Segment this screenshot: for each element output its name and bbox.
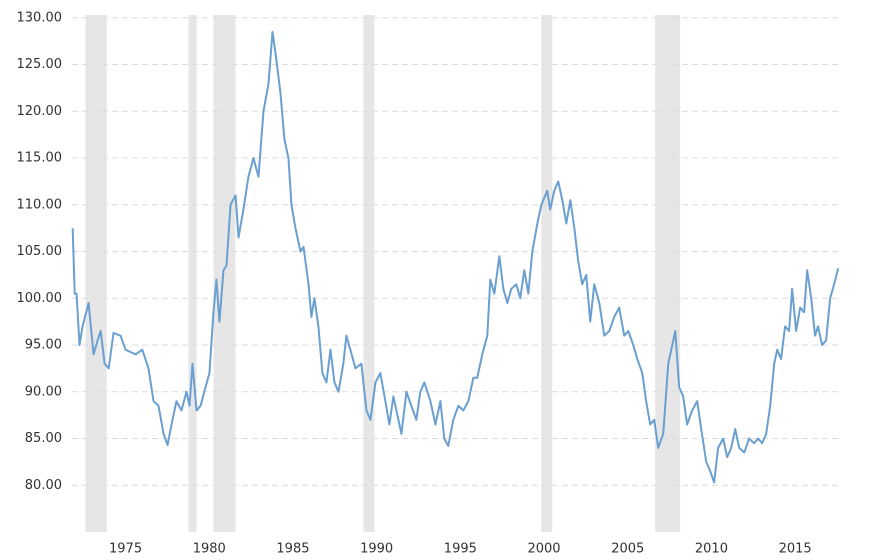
data-line — [71, 30, 840, 484]
y-tick-label: 105.00 — [17, 244, 63, 259]
y-tick-label: 120.00 — [17, 104, 63, 119]
shaded-period — [188, 15, 197, 532]
y-tick-label: 100.00 — [17, 291, 63, 306]
shaded-period — [85, 15, 107, 532]
x-tick-label: 2015 — [779, 542, 812, 557]
x-tick-label: 1985 — [276, 542, 309, 557]
x-tick-label: 1995 — [444, 542, 477, 557]
x-tick-label: 2000 — [527, 542, 560, 557]
y-tick-label: 130.00 — [17, 10, 63, 25]
shaded-period — [213, 15, 236, 532]
x-tick-label: 1980 — [193, 542, 226, 557]
shaded-period — [541, 15, 553, 532]
y-tick-label: 90.00 — [25, 384, 62, 399]
y-tick-label: 115.00 — [17, 151, 63, 166]
x-tick-label: 2005 — [611, 542, 644, 557]
shaded-period — [363, 15, 375, 532]
y-tick-label: 110.00 — [17, 197, 63, 212]
x-tick-label: 1975 — [109, 542, 142, 557]
y-tick-label: 80.00 — [25, 478, 62, 493]
y-tick-label: 125.00 — [17, 57, 63, 72]
y-tick-label: 85.00 — [25, 431, 62, 446]
shaded-period — [655, 15, 681, 532]
x-tick-label: 2010 — [695, 542, 728, 557]
x-tick-label: 1990 — [360, 542, 393, 557]
y-tick-label: 95.00 — [25, 338, 62, 353]
